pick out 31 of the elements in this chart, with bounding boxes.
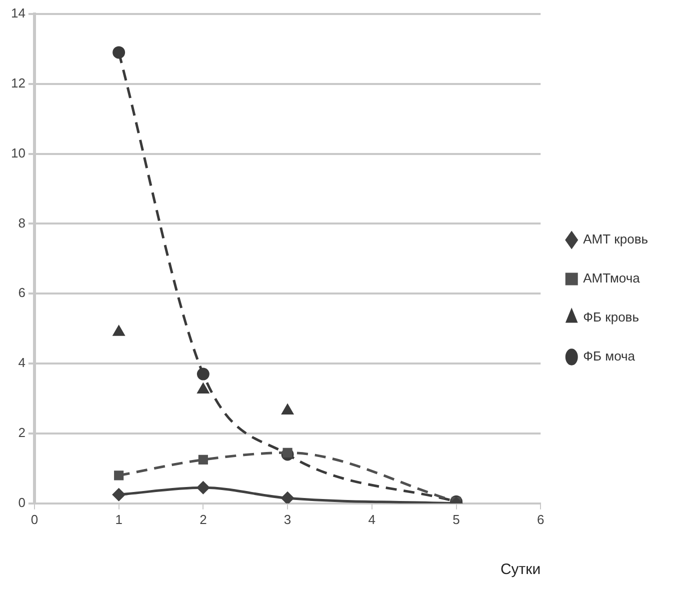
point <box>282 404 294 415</box>
x-tick-label: 0 <box>30 512 38 527</box>
y-tick-label: 4 <box>18 355 26 370</box>
point <box>196 368 210 380</box>
y-tick-label: 8 <box>18 215 26 230</box>
legend-label: АМТмоча <box>583 270 641 286</box>
point <box>196 481 210 494</box>
point <box>198 454 208 464</box>
point <box>282 448 292 458</box>
y-tick-label: 6 <box>18 285 26 300</box>
legend-label: ФБ моча <box>583 348 636 364</box>
x-tick-label: 2 <box>200 512 207 527</box>
legend-label: АМТ кровь <box>583 232 648 247</box>
x-axis-title: Сутки <box>500 561 541 578</box>
y-tick-label: 12 <box>10 75 26 90</box>
point <box>198 384 209 394</box>
point <box>112 46 126 59</box>
y-tick-label: 2 <box>18 425 26 440</box>
x-tick-label: 1 <box>115 512 122 527</box>
point <box>114 470 124 480</box>
y-tick-label: 10 <box>10 145 26 160</box>
legend-label: ФБ кровь <box>583 310 640 325</box>
y-tick-label: 0 <box>18 494 26 510</box>
x-tick-label: 3 <box>284 512 292 527</box>
y-tick-label: 14 <box>10 6 26 21</box>
x-tick-label: 4 <box>368 512 376 527</box>
x-tick-label: 6 <box>537 512 544 527</box>
point <box>113 326 124 336</box>
point <box>112 488 126 501</box>
point <box>281 492 294 504</box>
x-tick-label: 5 <box>452 512 460 527</box>
